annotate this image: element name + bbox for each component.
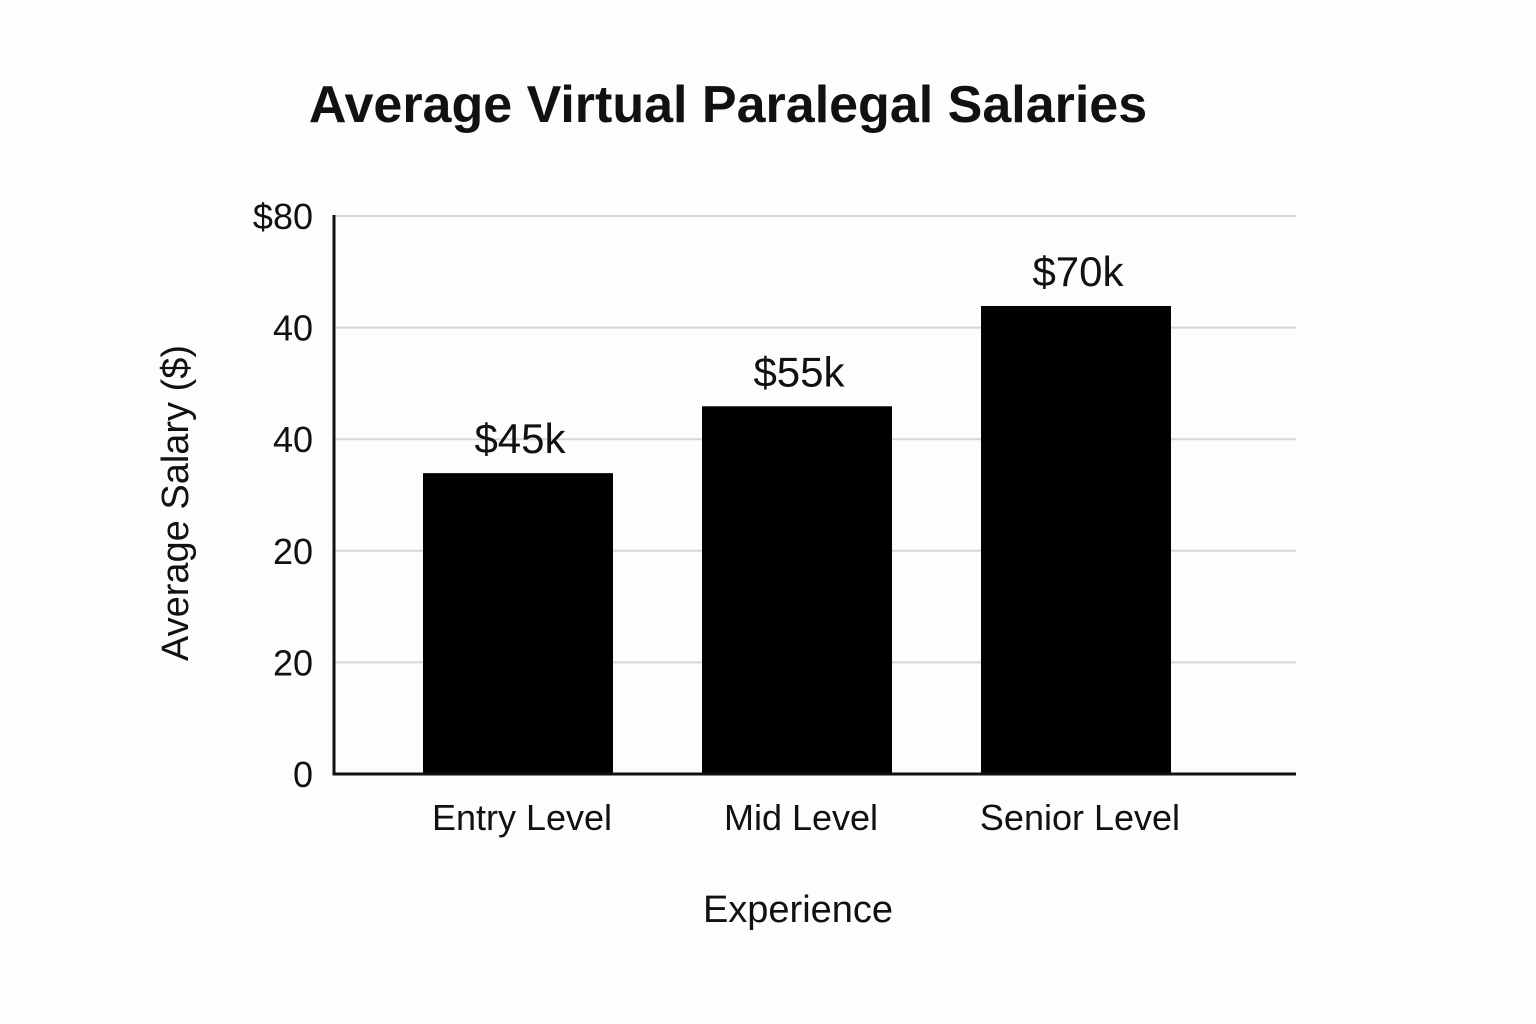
data-labels: $45k $55k $70k [474,248,1124,462]
y-tick-label: $80 [253,196,313,237]
x-tick-label: Mid Level [724,797,878,838]
x-tick-label: Entry Level [432,797,612,838]
data-label: $45k [474,415,566,462]
y-tick-label: 20 [273,531,313,572]
y-tick-label: 40 [273,419,313,460]
bar-senior-level [981,306,1171,774]
x-axis-title: Experience [703,889,893,931]
y-tick-label: 40 [273,308,313,349]
x-tick-label: Senior Level [980,797,1180,838]
bar-mid-level [702,406,892,774]
data-label: $55k [753,348,845,395]
y-axis-title: Average Salary ($) [155,345,197,661]
data-label: $70k [1032,248,1124,295]
chart-title: Average Virtual Paralegal Salaries [309,76,1147,134]
y-tick-label: 0 [293,754,313,795]
bar-entry-level [423,473,613,774]
y-tick-label: 20 [273,642,313,683]
bars [423,306,1171,774]
x-axis-category-labels: Entry Level Mid Level Senior Level [432,797,1180,838]
y-axis-tick-labels: 0 20 20 40 40 $80 [253,196,313,795]
axes [332,215,1296,776]
